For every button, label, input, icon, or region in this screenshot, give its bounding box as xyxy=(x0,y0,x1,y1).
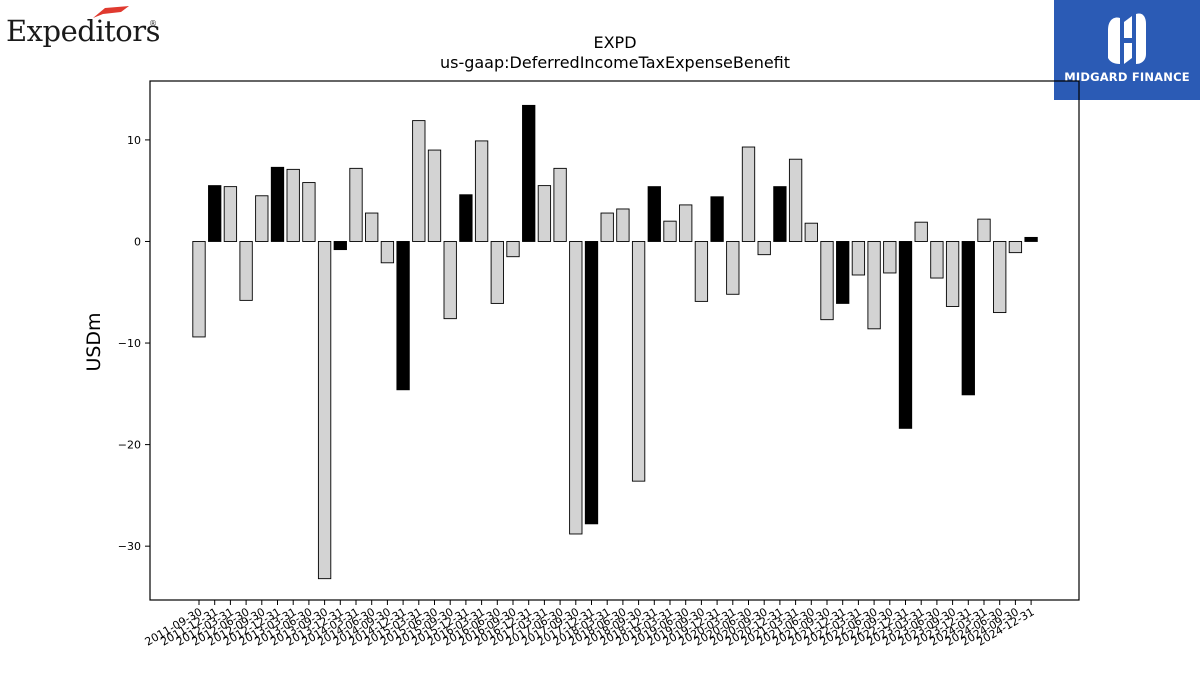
y-tick-label: 0 xyxy=(134,235,141,248)
bar-2011-12-31 xyxy=(208,185,222,242)
bar-2016-12-31 xyxy=(522,104,536,242)
bar-2021-06-30 xyxy=(804,222,818,242)
bar-2020-12-31 xyxy=(773,186,787,242)
bar-2019-06-30 xyxy=(679,204,693,242)
y-tick-label: −10 xyxy=(118,337,141,350)
bar-2013-06-30 xyxy=(302,182,316,242)
plot-frame xyxy=(149,80,1080,601)
bar-2017-06-30 xyxy=(553,167,567,242)
bar-2023-03-31 xyxy=(914,221,928,242)
bar-2021-03-31 xyxy=(788,158,803,242)
bar-2020-09-30 xyxy=(757,241,771,256)
expeditors-wordmark: Expeditors xyxy=(6,14,160,48)
bar-2013-03-31 xyxy=(286,168,300,242)
bar-2018-12-31 xyxy=(647,186,661,242)
registered-mark: ® xyxy=(149,19,157,28)
bar-2017-12-31 xyxy=(584,241,599,525)
bar-2023-09-30 xyxy=(945,241,960,307)
bar-2022-06-30 xyxy=(867,241,881,330)
bar-2023-12-31 xyxy=(961,241,975,396)
bar-2014-12-31 xyxy=(396,241,410,391)
bar-2013-12-31 xyxy=(333,241,347,251)
bar-2024-09-30 xyxy=(1008,241,1023,254)
bar-2019-12-31 xyxy=(710,196,724,242)
midgard-mark-icon xyxy=(1108,13,1146,64)
y-tick-label: −20 xyxy=(118,439,141,452)
midgard-finance-wordmark: MIDGARD FINANCE xyxy=(1064,70,1190,84)
x-axis: 2011-09-302011-12-312012-03-312012-06-30… xyxy=(143,600,1037,649)
chart-title: EXPD xyxy=(593,33,636,52)
bar-2019-03-31 xyxy=(663,220,677,242)
bar-2012-12-31 xyxy=(270,166,285,242)
bar-2024-03-31 xyxy=(977,218,991,242)
bar-2023-06-30 xyxy=(930,241,944,279)
bar-2012-06-30 xyxy=(239,241,253,301)
bar-2015-09-30 xyxy=(443,241,457,320)
bar-2022-09-30 xyxy=(883,241,897,274)
bar-2016-03-31 xyxy=(474,140,489,242)
y-tick-label: 10 xyxy=(127,134,141,147)
bar-2012-03-31 xyxy=(223,186,238,242)
bar-2024-12-31 xyxy=(1024,236,1038,242)
bar-2014-06-30 xyxy=(365,212,379,242)
bar-2016-09-30 xyxy=(506,241,520,258)
bar-2016-06-30 xyxy=(490,241,504,304)
swoosh-icon xyxy=(93,6,129,18)
bar-2022-03-31 xyxy=(851,241,866,276)
bar-2012-09-30 xyxy=(255,195,269,242)
midgard-finance-logo: MIDGARD FINANCE xyxy=(1054,0,1200,100)
bar-2019-09-30 xyxy=(694,241,709,302)
bar-2015-03-31 xyxy=(412,120,426,242)
bar-2017-03-31 xyxy=(537,185,552,242)
y-axis-label: USDm xyxy=(83,312,105,371)
chart-subtitle: us-gaap:DeferredIncomeTaxExpenseBenefit xyxy=(440,53,790,72)
bars-group xyxy=(192,104,1038,580)
bar-2020-06-30 xyxy=(741,146,756,242)
expeditors-logo: Expeditors ® xyxy=(6,6,160,52)
bar-2013-09-30 xyxy=(317,241,332,580)
bar-2014-03-31 xyxy=(349,167,363,242)
bar-2018-06-30 xyxy=(616,208,630,242)
bar-2021-09-30 xyxy=(820,241,834,321)
bar-2011-09-30 xyxy=(192,241,206,338)
y-axis: 10 0 −10 −20 −30 xyxy=(118,134,150,553)
y-tick-label: −30 xyxy=(118,540,141,553)
bar-2018-09-30 xyxy=(631,241,646,482)
bar-2017-09-30 xyxy=(569,241,583,535)
bar-2020-03-31 xyxy=(726,241,740,295)
bar-2021-12-31 xyxy=(836,241,850,304)
bar-2015-12-31 xyxy=(459,194,473,242)
bar-2024-06-30 xyxy=(993,241,1007,314)
bar-2022-12-31 xyxy=(898,241,913,429)
bar-2014-09-30 xyxy=(380,241,395,264)
bar-2015-06-30 xyxy=(427,149,442,242)
bar-2018-03-31 xyxy=(600,212,614,242)
